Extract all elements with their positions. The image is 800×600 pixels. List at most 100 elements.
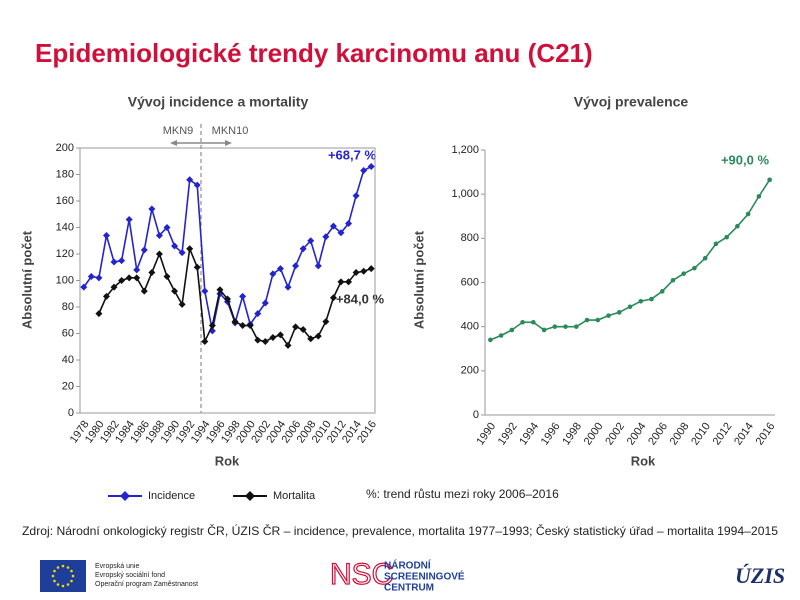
legend: Incidence Mortalita: [108, 490, 316, 502]
data-point: [87, 273, 95, 281]
slide-title: Epidemiologické trendy karcinomu anu (C2…: [35, 38, 593, 68]
data-point: [337, 278, 345, 286]
data-point: [531, 319, 536, 325]
y-tick-label: 120: [56, 248, 74, 260]
data-point: [314, 332, 322, 340]
y-tick-label: 800: [461, 232, 479, 244]
chart-title: Vývoj incidence a mortality: [128, 94, 309, 110]
nsc-text: SCREENINGOVÉ: [384, 570, 465, 583]
data-point: [756, 194, 762, 199]
data-point: [140, 287, 148, 295]
data-point: [208, 322, 216, 330]
x-tick-label: 2016: [754, 421, 778, 448]
data-point: [352, 269, 360, 277]
data-point: [261, 299, 269, 307]
data-point: [509, 327, 515, 333]
data-point: [140, 246, 148, 254]
data-point: [552, 324, 558, 329]
data-point: [595, 317, 601, 323]
data-point: [314, 262, 322, 270]
data-point: [261, 337, 269, 345]
data-point: [307, 237, 315, 245]
y-tick-label: 200: [56, 142, 74, 154]
data-point: [178, 300, 186, 308]
data-point: [692, 265, 697, 271]
data-point: [163, 273, 171, 281]
data-point: [659, 289, 665, 294]
data-point: [95, 310, 103, 318]
data-point: [118, 257, 126, 265]
note: %: trend růstu mezi roky 2006–2016: [366, 487, 559, 501]
y-tick-label: 160: [56, 195, 74, 207]
data-point: [186, 176, 194, 184]
x-tick-label: 2006: [646, 421, 670, 448]
legend-label: Incidence: [148, 490, 195, 502]
x-axis-title: Rok: [631, 453, 656, 468]
annotation: MKN10: [212, 125, 249, 137]
y-tick-label: 40: [62, 354, 74, 366]
data-point: [224, 295, 231, 303]
data-point: [239, 292, 247, 300]
data-point: [269, 333, 277, 341]
y-tick-label: 1,000: [451, 188, 479, 200]
series-line: [490, 179, 771, 341]
data-point: [573, 324, 579, 329]
legend-symbol: [245, 491, 255, 501]
data-point: [735, 223, 740, 229]
eu-text: Operační program Zaměstnanost: [95, 581, 198, 588]
data-point: [269, 270, 277, 278]
data-point: [352, 192, 360, 200]
data-point: [345, 278, 353, 286]
data-point: [118, 277, 126, 284]
annotation: +68,7 %: [328, 147, 377, 162]
data-point: [276, 265, 284, 273]
data-point: [201, 337, 209, 345]
data-point: [307, 335, 315, 343]
data-point: [125, 274, 133, 282]
data-point: [488, 337, 493, 343]
data-point: [345, 220, 353, 228]
data-point: [367, 163, 375, 171]
data-point: [80, 283, 88, 291]
data-point: [193, 263, 201, 271]
x-tick-label: 1994: [517, 421, 541, 448]
data-point: [299, 245, 307, 253]
source: Zdroj: Národní onkologický registr ČR, Ú…: [22, 523, 778, 538]
y-tick-label: 60: [62, 327, 74, 339]
data-point: [148, 269, 156, 277]
data-point: [606, 313, 611, 318]
data-point: [276, 331, 284, 339]
data-point: [649, 296, 654, 302]
x-tick-label: 2004: [625, 421, 649, 448]
data-point: [329, 222, 337, 230]
data-point: [163, 224, 171, 231]
legend-label: Mortalita: [273, 490, 316, 502]
nsc-logo: NSC: [330, 558, 393, 591]
x-axis-title: Rok: [215, 453, 240, 468]
data-point: [148, 205, 156, 213]
data-point: [171, 287, 179, 295]
eu-text: Evropská unie: [95, 563, 139, 570]
x-tick-label: 1996: [539, 421, 563, 448]
data-point: [178, 249, 186, 257]
data-point: [254, 336, 262, 344]
y-tick-label: 1,200: [451, 144, 479, 156]
data-point: [360, 267, 368, 275]
data-point: [745, 211, 751, 217]
y-tick-label: 0: [473, 409, 479, 421]
eu-stars: [51, 564, 75, 588]
x-tick-label: 2002: [603, 421, 627, 448]
nsc-text: NÁRODNÍ: [384, 559, 431, 572]
data-point: [102, 292, 110, 300]
data-point: [329, 294, 337, 302]
data-point: [322, 318, 330, 326]
chart-title: Vývoj prevalence: [574, 94, 689, 110]
legend-symbol: [120, 491, 130, 501]
data-point: [584, 317, 590, 323]
data-point: [102, 231, 110, 239]
y-tick-label: 0: [68, 407, 74, 419]
data-point: [360, 167, 368, 175]
data-point: [498, 333, 504, 338]
data-point: [292, 262, 300, 270]
data-point: [246, 322, 254, 330]
